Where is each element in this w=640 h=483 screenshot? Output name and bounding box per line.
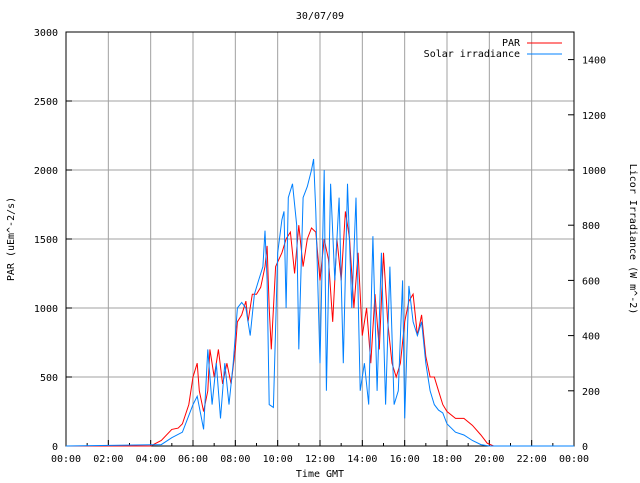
grid — [66, 32, 574, 446]
x-tick-label: 08:00 — [220, 454, 250, 465]
y2-tick-label: 1200 — [582, 111, 606, 122]
y2-axis-label: Licor Irradiance (W m^-2) — [627, 164, 638, 315]
ticks: 00:00 02:00 04:00 06:00 08:00 10:00 12:00 14:00… — [34, 28, 606, 465]
chart-title: 30/07/09 — [296, 11, 344, 22]
x-tick-label: 00:00 — [559, 454, 589, 465]
x-tick-label: 22:00 — [517, 454, 547, 465]
y-axis-label: PAR (uEm^-2/s) — [6, 197, 17, 281]
series-line-solar-irradiance — [65, 158, 574, 447]
legend-label-solar: Solar irradiance — [424, 49, 520, 60]
x-tick-label: 02:00 — [93, 454, 123, 465]
x-tick-label: 14:00 — [347, 454, 377, 465]
y2-tick-label: 200 — [582, 387, 600, 398]
y-tick-label: 1000 — [34, 304, 58, 315]
x-axis-label: Time GMT — [296, 469, 344, 480]
y2-tick-label: 1000 — [582, 166, 606, 177]
x-tick-label: 06:00 — [178, 454, 208, 465]
x-tick-label: 18:00 — [432, 454, 462, 465]
x-tick-label: 12:00 — [305, 454, 335, 465]
y-tick-label: 2500 — [34, 97, 58, 108]
y2-tick-label: 1400 — [582, 56, 606, 67]
x-tick-label: 10:00 — [263, 454, 293, 465]
series-line-par — [66, 211, 574, 447]
y2-tick-label: 0 — [582, 442, 588, 453]
legend-label-par: PAR — [502, 38, 521, 49]
y2-tick-label: 400 — [582, 332, 600, 343]
x-tick-label: 04:00 — [136, 454, 166, 465]
x-tick-label: 16:00 — [390, 454, 420, 465]
y-tick-label: 500 — [40, 373, 58, 384]
y-tick-label: 0 — [52, 442, 58, 453]
y2-tick-label: 600 — [582, 276, 600, 287]
y-tick-label: 3000 — [34, 28, 58, 39]
legend: PAR Solar irradiance — [424, 38, 562, 60]
x-tick-label: 00:00 — [51, 454, 81, 465]
x-tick-label: 20:00 — [474, 454, 504, 465]
y-tick-label: 2000 — [34, 166, 58, 177]
y2-tick-label: 800 — [582, 221, 600, 232]
series-group — [65, 158, 574, 447]
y-tick-label: 1500 — [34, 235, 58, 246]
